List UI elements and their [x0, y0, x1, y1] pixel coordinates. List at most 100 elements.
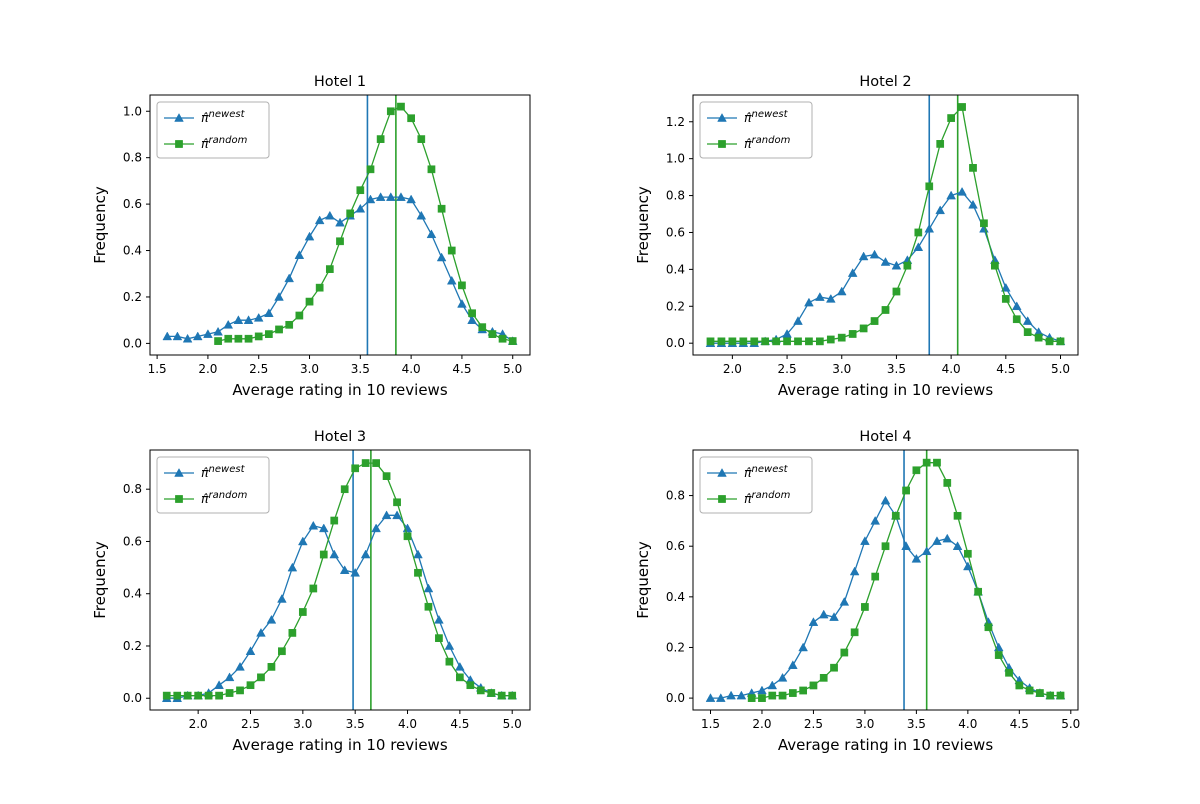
legend-triangle-marker — [717, 468, 727, 477]
square-marker — [994, 651, 1003, 659]
triangle-marker — [426, 229, 437, 239]
square-marker — [933, 458, 941, 467]
y-tick-label: 0.6 — [123, 197, 142, 211]
y-tick-label: 0.4 — [666, 262, 685, 276]
triangle-marker — [266, 614, 277, 624]
square-marker — [980, 219, 988, 228]
axes-frame — [149, 94, 531, 356]
triangle-marker — [968, 199, 978, 209]
triangle-marker — [423, 583, 434, 593]
square-marker — [325, 265, 334, 273]
x-tick-label: 3.5 — [351, 362, 370, 376]
square-marker — [445, 657, 454, 666]
y-tick-label: 0.6 — [666, 225, 685, 239]
square-marker — [947, 114, 955, 122]
triangle-marker — [224, 672, 235, 682]
triangle-marker — [381, 510, 392, 520]
triangle-marker — [256, 627, 266, 637]
triangle-marker — [245, 646, 256, 655]
triangle-marker — [233, 315, 244, 324]
y-tick-label: 0.6 — [666, 539, 685, 553]
triangle-marker — [375, 192, 386, 201]
square-marker — [487, 689, 496, 697]
triangle-marker — [804, 297, 814, 307]
y-axis-label: Frequency — [91, 541, 109, 619]
triangle-marker — [1022, 316, 1033, 325]
triangle-marker — [963, 561, 973, 571]
y-tick-label: 0.4 — [666, 590, 685, 604]
legend: π̂newest π̂random — [156, 101, 270, 159]
triangle-marker — [294, 250, 305, 259]
triangle-marker — [860, 536, 870, 545]
legend-label: π̂random — [744, 490, 791, 506]
square-marker — [257, 673, 265, 682]
triangle-marker — [788, 660, 798, 669]
square-marker — [925, 182, 934, 191]
triangle-marker — [836, 286, 847, 296]
square-marker — [427, 165, 436, 174]
triangle-marker — [829, 612, 839, 621]
triangle-marker — [935, 205, 946, 215]
square-marker — [870, 317, 879, 325]
axes-frame — [692, 94, 1079, 356]
square-marker — [309, 584, 318, 593]
triangle-marker — [715, 693, 726, 702]
square-marker — [969, 164, 977, 172]
triangle-marker — [235, 661, 245, 671]
square-marker — [194, 691, 203, 700]
triangle-marker — [304, 231, 315, 241]
axes-frame — [149, 449, 531, 711]
y-tick-label: 1.0 — [123, 104, 142, 118]
x-tick-label: 2.0 — [723, 362, 742, 376]
square-marker — [382, 472, 391, 480]
square-marker — [508, 691, 517, 700]
square-marker — [498, 334, 507, 343]
x-tick-label: 5.0 — [503, 717, 522, 731]
square-marker — [809, 681, 818, 690]
triangle-marker — [298, 536, 308, 546]
triangle-marker — [858, 251, 869, 261]
square-marker — [794, 337, 802, 346]
triangle-marker — [277, 594, 287, 603]
y-tick-label: 0.2 — [666, 299, 685, 313]
triangle-marker — [182, 333, 193, 343]
legend-square-marker — [175, 495, 183, 503]
triangle-marker — [942, 533, 953, 543]
square-marker — [162, 691, 171, 700]
triangle-marker — [355, 203, 366, 213]
legend-label: π̂newest — [744, 464, 789, 480]
series-line — [710, 191, 1061, 344]
triangle-marker — [818, 609, 829, 619]
triangle-marker — [203, 329, 213, 338]
triangle-marker — [952, 541, 963, 550]
square-marker — [1034, 333, 1043, 342]
square-marker — [1005, 668, 1013, 677]
square-marker — [447, 246, 456, 255]
legend-triangle-marker — [174, 468, 184, 477]
triangle-marker — [921, 546, 932, 556]
square-marker — [788, 689, 797, 697]
triangle-marker — [849, 566, 860, 576]
triangle-marker — [793, 316, 803, 325]
square-marker — [750, 337, 759, 346]
square-marker — [728, 337, 737, 346]
triangle-marker — [318, 523, 329, 533]
triangle-marker — [223, 319, 234, 329]
triangle-marker — [350, 567, 361, 577]
x-tick-label: 3.0 — [832, 362, 851, 376]
square-marker — [881, 306, 890, 314]
square-marker — [246, 681, 255, 690]
series-line — [166, 462, 513, 697]
x-axis-label: Average rating in 10 reviews — [778, 736, 993, 754]
x-tick-label: 5.0 — [503, 362, 522, 376]
triangle-marker — [434, 614, 444, 624]
square-marker — [225, 689, 234, 697]
y-tick-label: 0.0 — [666, 336, 685, 350]
square-marker — [1056, 337, 1065, 346]
square-marker — [881, 542, 890, 551]
square-marker — [848, 330, 857, 338]
legend-label: π̂newest — [744, 109, 789, 125]
square-marker — [393, 498, 401, 507]
square-marker — [1045, 337, 1054, 346]
square-marker — [435, 634, 443, 642]
